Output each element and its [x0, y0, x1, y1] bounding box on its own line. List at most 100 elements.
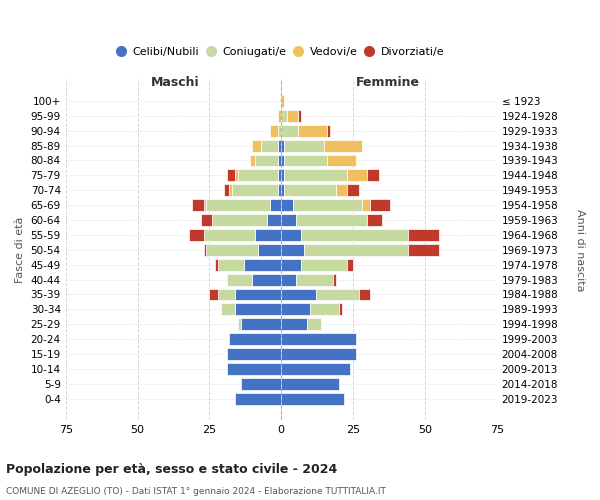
Bar	[281, 363, 350, 375]
Bar	[232, 184, 278, 196]
Legend: Celibi/Nubili, Coniugati/e, Vedovi/e, Divorziati/e: Celibi/Nubili, Coniugati/e, Vedovi/e, Di…	[112, 41, 450, 62]
Bar	[278, 140, 281, 151]
Bar	[238, 170, 278, 181]
Bar	[189, 229, 203, 241]
Bar	[301, 229, 407, 241]
Bar	[253, 274, 281, 285]
Bar	[278, 184, 281, 196]
Text: COMUNE DI AZEGLIO (TO) - Dati ISTAT 1° gennaio 2024 - Elaborazione TUTTITALIA.IT: COMUNE DI AZEGLIO (TO) - Dati ISTAT 1° g…	[6, 488, 386, 496]
Bar	[235, 288, 281, 300]
Bar	[241, 378, 281, 390]
Bar	[224, 184, 229, 196]
Bar	[203, 244, 206, 256]
Bar	[281, 392, 344, 404]
Bar	[310, 304, 338, 316]
Bar	[284, 170, 347, 181]
Text: Maschi: Maschi	[151, 76, 199, 89]
Bar	[407, 244, 439, 256]
Text: Popolazione per età, sesso e stato civile - 2024: Popolazione per età, sesso e stato civil…	[6, 462, 337, 475]
Bar	[281, 214, 296, 226]
Bar	[269, 125, 278, 136]
Bar	[209, 288, 218, 300]
Bar	[250, 154, 256, 166]
Bar	[287, 110, 298, 122]
Bar	[278, 125, 281, 136]
Bar	[284, 154, 327, 166]
Bar	[281, 140, 284, 151]
Bar	[244, 258, 281, 270]
Bar	[203, 199, 206, 211]
Bar	[327, 154, 356, 166]
Bar	[281, 304, 310, 316]
Bar	[229, 333, 281, 345]
Bar	[235, 170, 238, 181]
Bar	[256, 154, 278, 166]
Bar	[253, 140, 261, 151]
Bar	[281, 378, 338, 390]
Bar	[258, 244, 281, 256]
Bar	[296, 214, 367, 226]
Bar	[284, 140, 325, 151]
Bar	[336, 184, 347, 196]
Bar	[281, 229, 301, 241]
Bar	[241, 318, 281, 330]
Bar	[281, 258, 301, 270]
Bar	[367, 214, 382, 226]
Bar	[227, 348, 281, 360]
Bar	[238, 318, 241, 330]
Bar	[218, 258, 244, 270]
Bar	[362, 199, 370, 211]
Bar	[256, 229, 281, 241]
Bar	[367, 170, 379, 181]
Bar	[281, 184, 284, 196]
Bar	[218, 288, 235, 300]
Bar	[333, 274, 336, 285]
Bar	[192, 199, 203, 211]
Bar	[281, 244, 304, 256]
Bar	[347, 184, 359, 196]
Bar	[203, 229, 256, 241]
Bar	[269, 199, 281, 211]
Bar	[327, 125, 330, 136]
Y-axis label: Fasce di età: Fasce di età	[15, 216, 25, 283]
Bar	[370, 199, 391, 211]
Bar	[221, 304, 235, 316]
Bar	[267, 214, 281, 226]
Bar	[229, 184, 232, 196]
Bar	[307, 318, 322, 330]
Bar	[206, 244, 258, 256]
Bar	[281, 348, 356, 360]
Text: Femmine: Femmine	[356, 76, 419, 89]
Bar	[407, 229, 439, 241]
Bar	[278, 154, 281, 166]
Bar	[235, 392, 281, 404]
Bar	[227, 170, 235, 181]
Bar	[298, 110, 301, 122]
Bar	[281, 154, 284, 166]
Bar	[281, 199, 293, 211]
Bar	[284, 184, 336, 196]
Bar	[215, 258, 218, 270]
Bar	[347, 258, 353, 270]
Bar	[293, 199, 362, 211]
Bar	[296, 274, 333, 285]
Bar	[281, 125, 298, 136]
Bar	[281, 333, 356, 345]
Bar	[201, 214, 212, 226]
Bar	[301, 258, 347, 270]
Bar	[281, 274, 296, 285]
Bar	[338, 304, 341, 316]
Bar	[281, 288, 316, 300]
Bar	[227, 274, 253, 285]
Bar	[304, 244, 407, 256]
Bar	[325, 140, 362, 151]
Bar	[206, 199, 269, 211]
Bar	[212, 214, 267, 226]
Bar	[281, 318, 307, 330]
Bar	[235, 304, 281, 316]
Bar	[227, 363, 281, 375]
Y-axis label: Anni di nascita: Anni di nascita	[575, 208, 585, 291]
Bar	[347, 170, 367, 181]
Bar	[281, 110, 287, 122]
Bar	[316, 288, 359, 300]
